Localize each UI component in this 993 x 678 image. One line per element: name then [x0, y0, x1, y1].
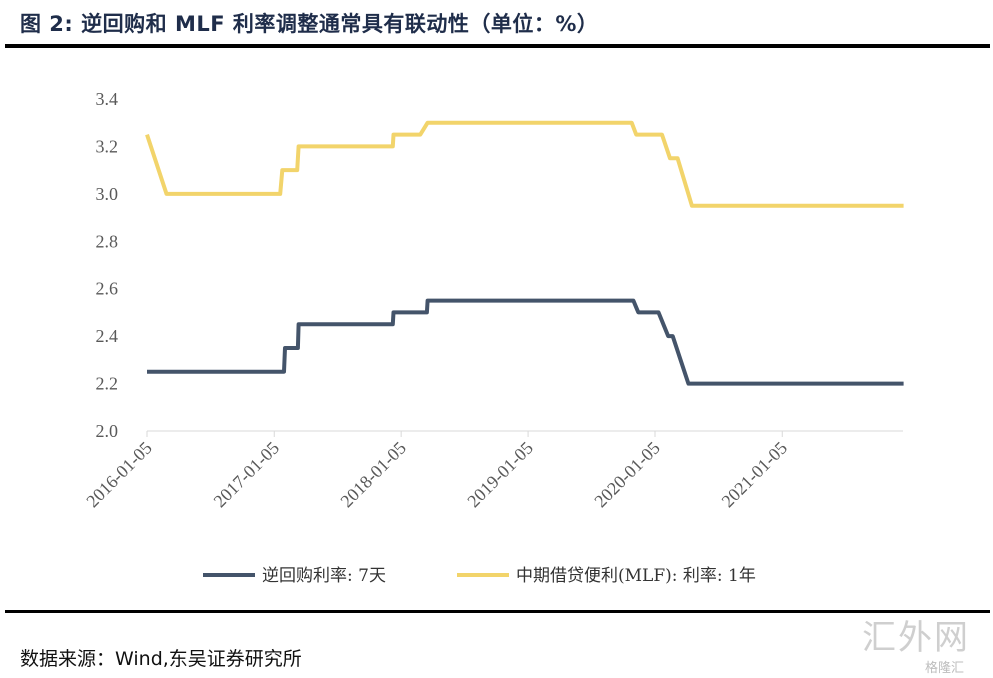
- line-chart: 2.0 2.2 2.4 2.6 2.8 3.0 3.2 3.4 2016-01-05 2017-0…: [82, 89, 904, 586]
- y-tick-label: 3.0: [96, 184, 119, 204]
- watermark: 汇外网: [862, 618, 970, 658]
- x-tick-label: 2021-01-05: [718, 438, 792, 512]
- y-tick-label: 2.8: [96, 231, 119, 251]
- x-tick-label: 2019-01-05: [463, 438, 537, 512]
- chart-title: 图 2: 逆回购和 MLF 利率调整通常具有联动性（单位：%）: [20, 12, 599, 36]
- y-tick-label: 3.2: [96, 136, 119, 156]
- y-tick-label: 3.4: [96, 89, 119, 109]
- legend-label-0: 逆回购利率: 7天: [262, 566, 386, 586]
- y-tick-label: 2.2: [96, 374, 119, 394]
- series-line-1: [145, 120, 904, 208]
- x-tick-label: 2017-01-05: [210, 438, 284, 512]
- series-line-0: [147, 298, 904, 386]
- watermark-sub: 格隆汇: [925, 661, 965, 676]
- top-rule: [5, 44, 990, 48]
- bottom-rule: [5, 610, 990, 613]
- x-tick-label: 2016-01-05: [82, 438, 156, 512]
- legend-label-1: 中期借贷便利(MLF): 利率: 1年: [516, 566, 756, 586]
- y-tick-label: 2.6: [96, 279, 119, 299]
- x-tick-label: 2020-01-05: [590, 438, 664, 512]
- y-tick-label: 2.0: [96, 421, 119, 441]
- source-note: 数据来源：Wind,东吴证券研究所: [20, 648, 302, 670]
- x-tick-label: 2018-01-05: [336, 438, 410, 512]
- y-tick-label: 2.4: [96, 326, 119, 346]
